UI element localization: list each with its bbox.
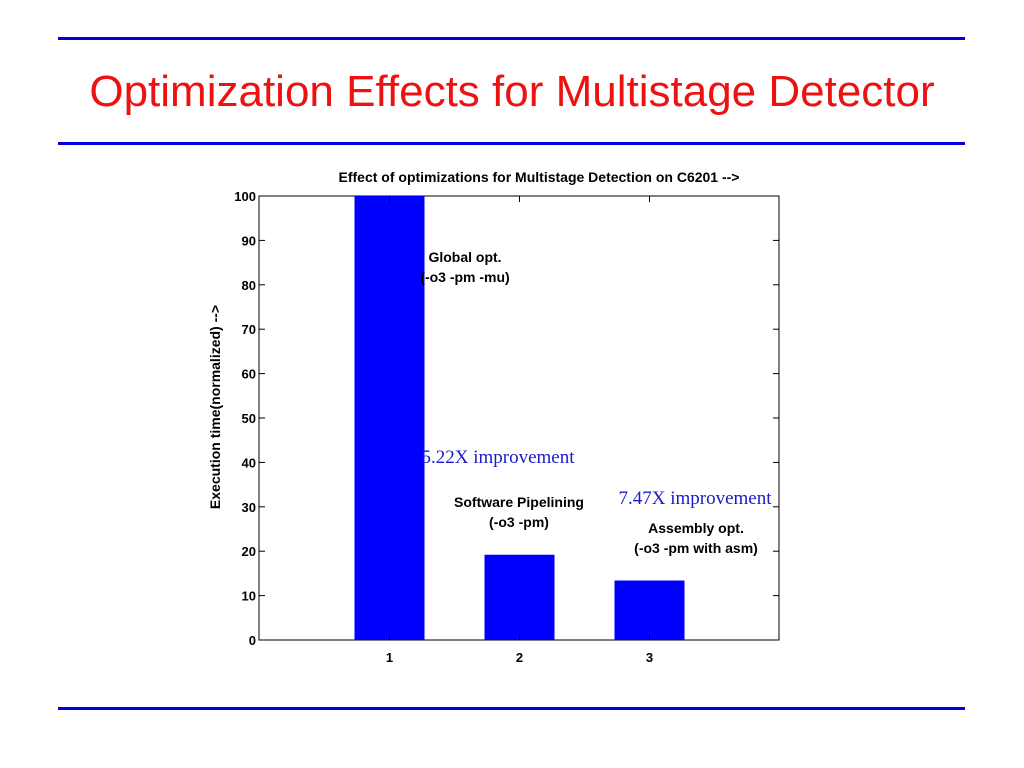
bars <box>354 196 685 640</box>
bar-3 <box>614 580 685 640</box>
x-axis: 1 2 3 <box>386 196 653 665</box>
annotation-line: (-o3 -pm) <box>489 514 549 530</box>
annotations: Global opt. (-o3 -pm -mu) 5.22X improvemen… <box>420 249 772 556</box>
y-tick-label: 10 <box>242 589 256 604</box>
y-tick-label: 100 <box>234 189 256 204</box>
annotation-line: (-o3 -pm -mu) <box>420 269 509 285</box>
y-tick-label: 50 <box>242 411 256 426</box>
annotation-line: Global opt. <box>428 249 501 265</box>
slide-title: Optimization Effects for Multistage Dete… <box>89 67 935 116</box>
x-tick-label: 3 <box>646 650 653 665</box>
y-tick-label: 20 <box>242 544 256 559</box>
y-tick-label: 40 <box>242 455 256 470</box>
annotation-line: 7.47X improvement <box>618 488 772 509</box>
y-tick-label: 80 <box>242 278 256 293</box>
annotation-line: Assembly opt. <box>648 520 744 536</box>
y-tick-label: 90 <box>242 233 256 248</box>
bottom-divider-line <box>58 707 965 710</box>
annotation-software-pipelining: Software Pipelining (-o3 -pm) <box>454 494 584 530</box>
y-axis: 0 10 20 30 40 50 60 70 80 90 100 <box>234 189 779 648</box>
y-tick-label: 0 <box>249 633 256 648</box>
annotation-assembly-opt: Assembly opt. (-o3 -pm with asm) <box>634 520 758 556</box>
y-axis-title: Execution time(normalized) --> <box>207 305 223 509</box>
x-tick-label: 2 <box>516 650 523 665</box>
y-tick-label: 70 <box>242 322 256 337</box>
annotation-7x-improvement: 7.47X improvement <box>618 488 772 509</box>
annotation-5x-improvement: 5.22X improvement <box>421 447 575 468</box>
annotation-line: Software Pipelining <box>454 494 584 510</box>
annotation-global-opt: Global opt. (-o3 -pm -mu) <box>420 249 509 285</box>
x-tick-label: 1 <box>386 650 393 665</box>
bar-1 <box>354 196 425 640</box>
y-tick-label: 30 <box>242 500 256 515</box>
top-divider-line <box>58 37 965 40</box>
annotation-line: (-o3 -pm with asm) <box>634 540 758 556</box>
title-divider-line <box>58 142 965 145</box>
annotation-line: 5.22X improvement <box>421 447 575 468</box>
bar-2 <box>484 554 555 640</box>
y-tick-label: 60 <box>242 367 256 382</box>
chart-title: Effect of optimizations for Multistage D… <box>339 169 740 185</box>
